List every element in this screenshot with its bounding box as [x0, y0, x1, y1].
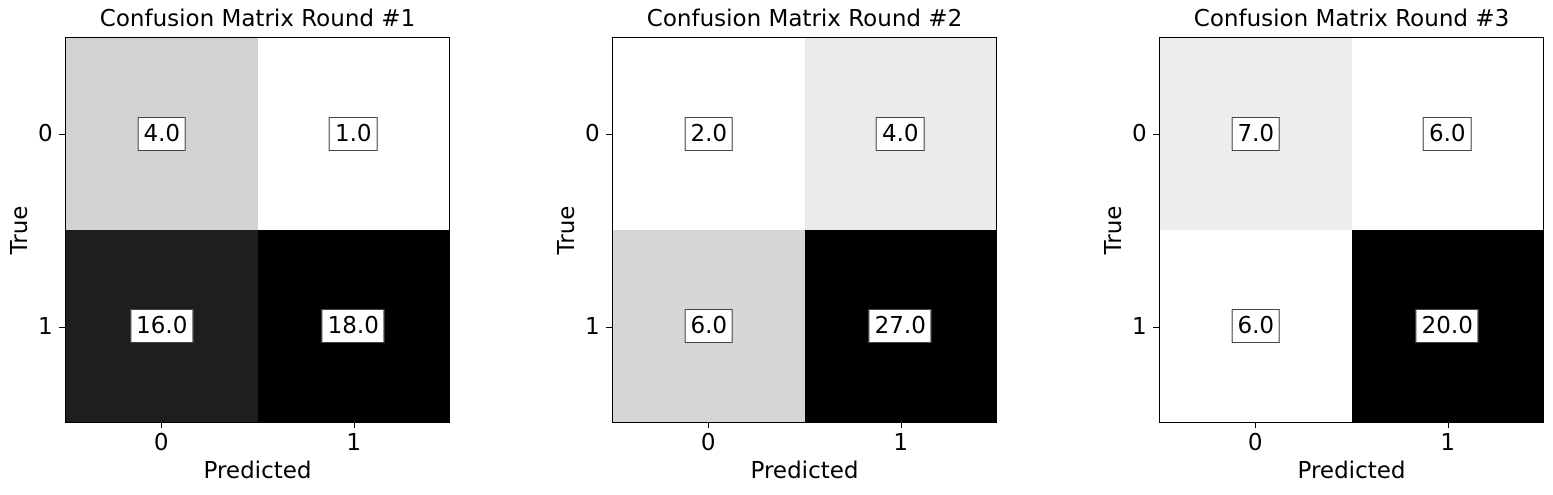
y-tick-mark: [59, 326, 65, 328]
matrix-cell: 1.0: [257, 38, 449, 230]
matrix-cell: 16.0: [66, 230, 258, 422]
x-tick-label: 0: [153, 430, 169, 456]
confusion-matrix-grid: 7.0 6.0 6.0 20.0: [1159, 37, 1544, 423]
y-tick-mark: [606, 326, 612, 328]
matrix-cell: 27.0: [804, 230, 996, 422]
cell-value-label: 16.0: [130, 309, 194, 343]
cell-value-label: 6.0: [684, 309, 734, 343]
y-tick-mark: [1153, 133, 1159, 135]
y-tick-mark: [1153, 326, 1159, 328]
chart-title: Confusion Matrix Round #1: [99, 6, 416, 32]
matrix-cell: 18.0: [257, 230, 449, 422]
y-axis-label: True: [1101, 205, 1127, 255]
cell-value-label: 20.0: [1415, 309, 1479, 343]
chart-title: Confusion Matrix Round #3: [1193, 6, 1510, 32]
x-tick-mark: [708, 422, 710, 428]
cell-value-label: 6.0: [1231, 309, 1281, 343]
x-axis-label: Predicted: [1297, 458, 1406, 484]
x-tick-mark: [1447, 422, 1449, 428]
x-tick-mark: [900, 422, 902, 428]
cell-value-label: 18.0: [321, 309, 385, 343]
cell-value-label: 27.0: [868, 309, 932, 343]
matrix-cell: 6.0: [613, 230, 805, 422]
cell-value-label: 7.0: [1231, 117, 1281, 151]
y-tick-label: 0: [38, 120, 53, 147]
y-tick-label: 0: [1132, 120, 1147, 147]
cell-value-label: 2.0: [684, 117, 734, 151]
x-tick-label: 1: [893, 430, 909, 456]
cell-value-label: 4.0: [137, 117, 187, 151]
x-tick-label: 0: [1247, 430, 1263, 456]
cell-value-label: 6.0: [1422, 117, 1472, 151]
cell-value-label: 1.0: [328, 117, 378, 151]
matrix-cell: 6.0: [1351, 38, 1543, 230]
x-axis-label: Predicted: [750, 458, 859, 484]
x-tick-label: 1: [1440, 430, 1456, 456]
matrix-cell: 2.0: [613, 38, 805, 230]
chart-title: Confusion Matrix Round #2: [646, 6, 963, 32]
x-tick-label: 1: [346, 430, 362, 456]
matrix-cell: 4.0: [66, 38, 258, 230]
y-tick-label: 1: [585, 313, 600, 340]
x-tick-label: 0: [700, 430, 716, 456]
x-axis-label: Predicted: [203, 458, 312, 484]
x-tick-mark: [161, 422, 163, 428]
matrix-cell: 7.0: [1160, 38, 1352, 230]
y-tick-label: 1: [1132, 313, 1147, 340]
matrix-cell: 6.0: [1160, 230, 1352, 422]
x-tick-mark: [1255, 422, 1257, 428]
x-tick-mark: [353, 422, 355, 428]
matrix-cell: 20.0: [1351, 230, 1543, 422]
y-tick-mark: [59, 133, 65, 135]
confusion-matrix-grid: 2.0 4.0 6.0 27.0: [612, 37, 997, 423]
y-tick-label: 1: [38, 313, 53, 340]
matrix-cell: 4.0: [804, 38, 996, 230]
y-tick-label: 0: [585, 120, 600, 147]
confusion-matrix-grid: 4.0 1.0 16.0 18.0: [65, 37, 450, 423]
y-tick-mark: [606, 133, 612, 135]
cell-value-label: 4.0: [875, 117, 925, 151]
